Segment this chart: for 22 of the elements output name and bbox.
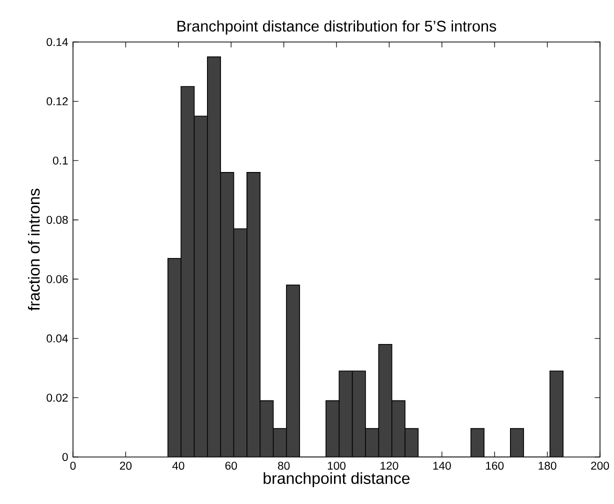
y-tick-label: 0.02 (46, 394, 68, 402)
y-tick-label: 0.12 (46, 97, 68, 106)
x-axis-title: branchpoint distance (264, 472, 410, 488)
x-tick-label: 0 (70, 462, 76, 470)
chart-title: Branchpoint distance distribution for 5’S introns (178, 20, 496, 35)
x-tick-label: 80 (278, 462, 290, 470)
x-tick-label: 200 (591, 462, 610, 470)
y-tick-label: 0.08 (46, 216, 68, 224)
y-tick-label: 0.04 (46, 334, 68, 342)
x-tick-label: 40 (172, 462, 184, 470)
y-tick-label: 0 (62, 452, 68, 462)
x-tick-label: 100 (328, 462, 346, 470)
y-tick-label: 0.1 (52, 156, 68, 165)
y-axis-title: fraction of introns (28, 188, 40, 311)
x-tick-label: 180 (538, 462, 556, 470)
x-tick-label: 120 (380, 462, 398, 470)
x-tick-label: 140 (433, 462, 451, 470)
x-tick-label: 20 (120, 462, 132, 470)
y-tick-label: 0.14 (46, 38, 68, 46)
x-tick-label: 160 (486, 462, 504, 470)
y-tick-label: 0.06 (46, 275, 68, 284)
x-tick-label: 60 (225, 462, 237, 470)
